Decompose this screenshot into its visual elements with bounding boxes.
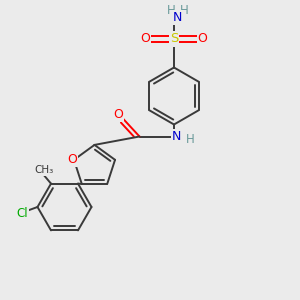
Text: Cl: Cl [16,207,28,220]
Text: H: H [186,133,195,146]
Text: O: O [198,32,207,46]
Text: O: O [114,107,123,121]
Text: N: N [173,11,182,24]
Text: H: H [180,4,189,17]
Text: O: O [68,153,77,166]
Text: N: N [172,130,181,143]
Text: O: O [141,32,150,46]
Text: S: S [170,32,178,46]
Text: H: H [167,4,176,17]
Text: CH₃: CH₃ [34,165,54,175]
